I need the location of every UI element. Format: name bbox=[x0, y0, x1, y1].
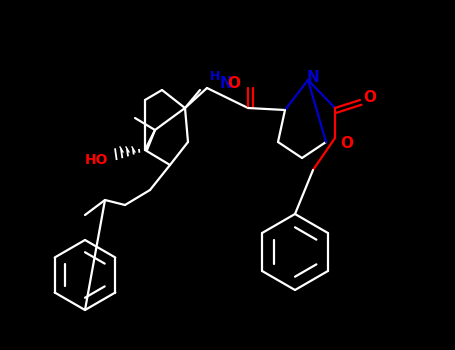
Text: O: O bbox=[340, 135, 354, 150]
Text: O: O bbox=[228, 76, 241, 91]
Text: O: O bbox=[364, 91, 376, 105]
Text: N: N bbox=[307, 70, 319, 85]
Text: HO: HO bbox=[85, 153, 109, 167]
Text: N: N bbox=[220, 77, 233, 91]
Text: H: H bbox=[210, 70, 220, 83]
